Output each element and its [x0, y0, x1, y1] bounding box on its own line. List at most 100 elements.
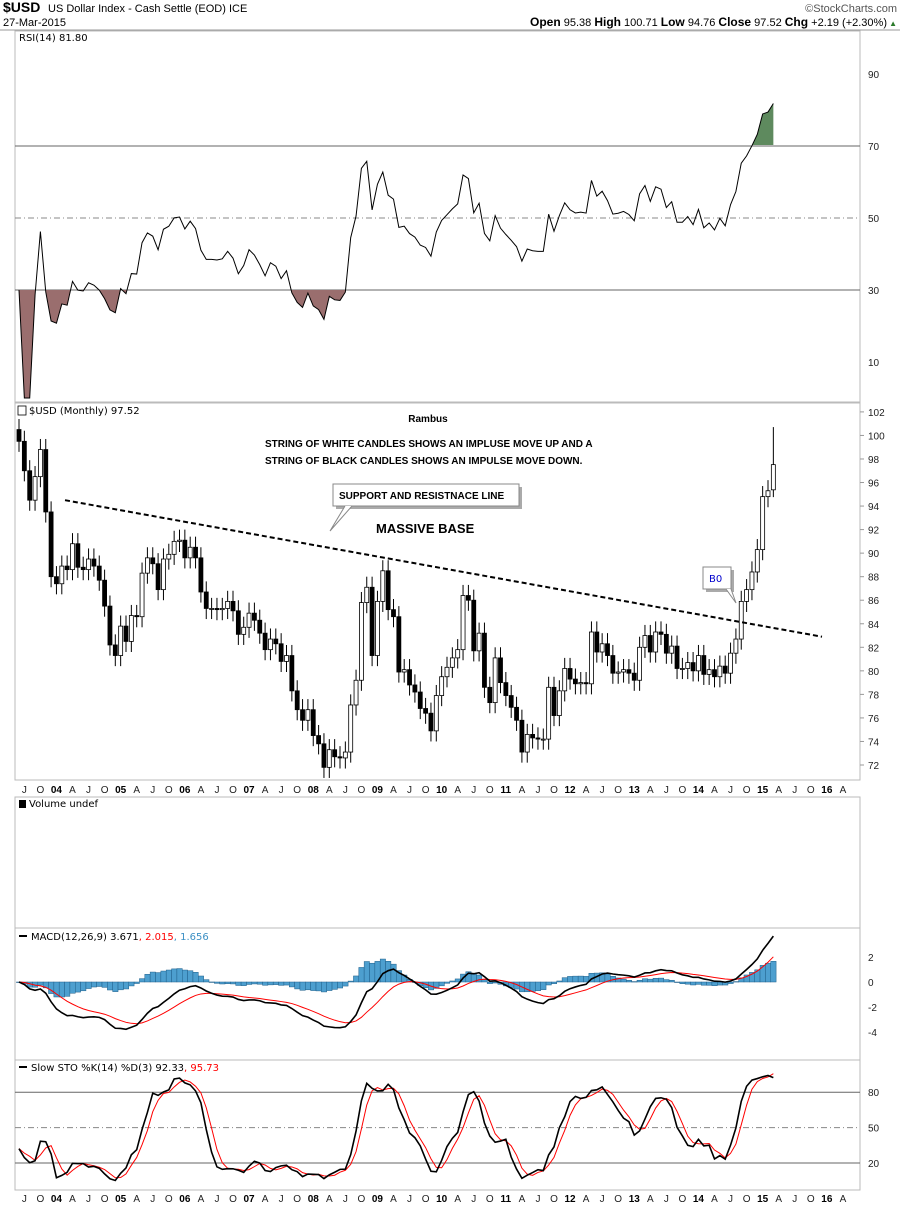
x-tick-label: A: [647, 785, 654, 796]
x-tick-label: 10: [436, 785, 448, 796]
candle-up: [599, 643, 605, 653]
x-tick-label: A: [583, 785, 590, 796]
x-tick-label: A: [775, 1194, 782, 1205]
candle-down: [519, 719, 525, 753]
candle-up: [144, 557, 150, 574]
x-tick-label: J: [343, 785, 348, 796]
candle-down: [214, 608, 220, 611]
candle-up: [342, 751, 348, 759]
x-tick-label: J: [214, 785, 219, 796]
macd-histogram-bar: [658, 977, 665, 983]
macd-histogram-bar: [363, 961, 370, 983]
x-tick-label: 15: [757, 1194, 769, 1205]
macd-histogram-bar: [85, 981, 92, 989]
candle-down: [391, 609, 396, 618]
x-tick-label: 12: [564, 785, 576, 796]
callout-box: [332, 483, 520, 507]
candle-down: [396, 616, 402, 673]
macd-histogram-bar: [64, 981, 71, 997]
macd-histogram-bar: [305, 981, 311, 991]
candle-up: [653, 631, 659, 653]
macd-histogram-bar: [256, 981, 263, 985]
macd-histogram-bar: [706, 981, 713, 986]
x-tick-label: 07: [243, 785, 255, 796]
x-tick-label: A: [583, 1194, 590, 1205]
candle-up: [578, 682, 584, 685]
candle-down: [251, 612, 257, 621]
macd-histogram-bar: [342, 981, 349, 987]
x-tick-label: O: [165, 785, 173, 796]
macd-histogram-bar: [160, 970, 167, 983]
candle-down: [235, 610, 241, 635]
x-tick-label: J: [728, 785, 733, 796]
rsi-line: [18, 103, 774, 399]
x-tick-label: J: [22, 785, 27, 796]
candle-down: [273, 638, 279, 645]
candle-down: [594, 631, 600, 653]
candle-up: [621, 669, 626, 673]
x-tick-label: 09: [372, 1194, 384, 1205]
macd-histogram-bar: [171, 968, 178, 983]
macd-histogram-bar: [192, 972, 199, 983]
x-tick-label: J: [86, 785, 91, 796]
candle-down: [289, 655, 295, 692]
candle-down: [487, 686, 493, 704]
candle-up: [59, 565, 65, 585]
candle-up: [70, 543, 75, 571]
candle-down: [182, 539, 188, 559]
candle-down: [535, 737, 541, 740]
macd-histogram-bar: [80, 981, 87, 992]
macd-histogram-bar: [91, 981, 97, 988]
x-tick-label: J: [792, 1194, 797, 1205]
candle-down: [498, 657, 503, 684]
x-tick-label: J: [86, 1194, 91, 1205]
macd-histogram-bar: [353, 975, 360, 983]
sto-chart: 80 50 20: [15, 1073, 880, 1182]
candle-down: [64, 565, 70, 571]
macd-histogram-bar: [535, 981, 541, 991]
price-tick-label: 72: [868, 761, 880, 772]
candle-up: [460, 595, 466, 651]
candle-up: [770, 464, 776, 491]
sto-tick-label: 50: [868, 1124, 880, 1135]
candle-up: [765, 490, 771, 498]
macd-histogram-bar: [679, 981, 686, 984]
x-tick-label: 04: [51, 785, 63, 796]
x-tick-label: J: [728, 1194, 733, 1205]
price-chart: 102 100 98 96 94 92 90 88 86 84 82 80 78 76 74 72: [16, 408, 885, 778]
rsi-tick-label: 70: [868, 142, 880, 153]
price-tick-label: 88: [868, 573, 880, 584]
rsi-tick-label: 10: [868, 358, 880, 369]
price-tick-label: 98: [868, 455, 880, 466]
macd-chart: 2 0 -2 -4: [16, 935, 877, 1039]
price-legend: $USD (Monthly) 97.52: [29, 406, 140, 417]
macd-histogram-bar: [123, 981, 130, 990]
macd-histogram-bar: [652, 978, 659, 983]
candle-up: [760, 496, 766, 551]
candle-up: [166, 553, 172, 560]
x-tick-label: J: [279, 1194, 284, 1205]
candle-down: [423, 708, 429, 714]
macd-histogram-bar: [620, 978, 627, 983]
candle-down: [134, 615, 140, 618]
x-tick-label: 11: [501, 1194, 512, 1205]
candle-up: [524, 733, 530, 753]
macd-histogram-bar: [107, 981, 113, 991]
macd-histogram-bar: [165, 969, 172, 983]
macd-histogram-bar: [251, 981, 258, 985]
macd-histogram-bar: [294, 981, 301, 990]
macd-tick-label: 0: [868, 978, 874, 989]
x-tick-label: A: [326, 1194, 333, 1205]
candle-down: [658, 631, 664, 635]
candle-down: [530, 733, 535, 739]
candle-up: [348, 704, 354, 753]
sto-tick-label: 80: [868, 1088, 880, 1099]
x-tick-label: J: [792, 785, 797, 796]
candle-up: [680, 668, 685, 670]
candle-up: [187, 546, 193, 559]
macd-histogram-bar: [540, 981, 547, 990]
candle-down: [198, 557, 204, 593]
macd-histogram-bar: [267, 981, 274, 986]
x-tick-label: O: [743, 1194, 751, 1205]
macd-histogram-bar: [711, 981, 718, 986]
